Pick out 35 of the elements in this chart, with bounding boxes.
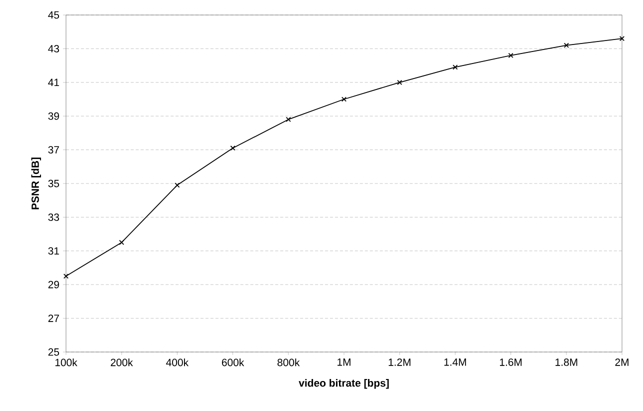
y-tick-label: 29 xyxy=(48,280,59,288)
y-tick-label: 45 xyxy=(48,11,60,19)
y-tick-label: 43 xyxy=(48,45,60,52)
point xyxy=(564,42,569,48)
point xyxy=(174,182,180,188)
y-tick-label: 31 xyxy=(48,247,59,255)
y-tick-label: 39 xyxy=(48,112,59,120)
y-tick-label: 25 xyxy=(48,348,60,356)
x-tick-label: 600k xyxy=(222,358,244,366)
x-tick-label: 1.8M xyxy=(556,358,578,366)
x-tick-label: 200k xyxy=(110,358,133,366)
x-axis-title: video bitrate [bps] xyxy=(298,379,389,389)
x-tick-label: 2M xyxy=(615,358,628,366)
x-tick-label: 800k xyxy=(278,358,300,366)
y-tick-label: 33 xyxy=(48,214,60,221)
x-tick-label: 400k xyxy=(166,358,189,366)
y-tick-label: 27 xyxy=(48,314,59,322)
point xyxy=(341,96,347,102)
x-tick-label: 1.4M xyxy=(444,358,466,366)
y-tick-label: 41 xyxy=(48,78,59,86)
x-tick-label: 1M xyxy=(338,358,350,366)
x-tick-label: 1.2M xyxy=(388,358,410,366)
point xyxy=(508,52,514,58)
y-axis-title: PSNR [dB] xyxy=(31,158,42,210)
point xyxy=(619,36,625,42)
point xyxy=(119,240,124,246)
y-tick-label: 37 xyxy=(48,146,59,154)
point xyxy=(63,274,69,279)
y-tick-label: 35 xyxy=(48,180,60,188)
point xyxy=(452,64,458,70)
x-tick-label: 1.6M xyxy=(500,358,522,366)
x-tick-label: 100k xyxy=(55,358,78,366)
point xyxy=(397,80,402,85)
point xyxy=(230,146,236,151)
point xyxy=(286,116,291,122)
